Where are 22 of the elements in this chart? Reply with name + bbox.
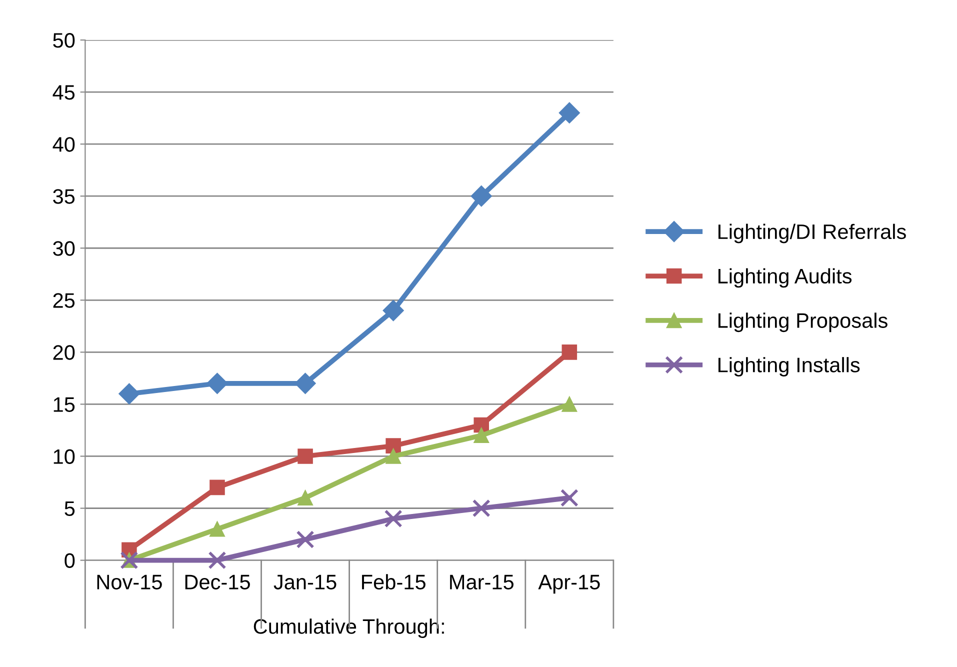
x-tick-label: Dec-15	[185, 574, 250, 590]
y-tick-label: 25	[53, 293, 75, 308]
x-tick-label: Mar-15	[450, 574, 514, 590]
y-tick-label: 50	[53, 33, 75, 48]
x-tick-label: Apr-15	[538, 574, 600, 594]
y-tick-label: 15	[54, 397, 75, 412]
y-tick-label: 5	[64, 501, 75, 516]
y-tick-label: 30	[53, 241, 75, 256]
x-tick-label: Feb-15	[362, 574, 426, 590]
y-tick-label: 0	[64, 553, 75, 568]
x-tick-label: Jan-15	[274, 574, 336, 590]
legend-label: Lighting Installs	[718, 357, 860, 376]
legend-label: Lighting/DI Referrals	[718, 224, 906, 244]
y-tick-label: 20	[53, 345, 75, 360]
x-axis-title: Cumulative Through:	[254, 618, 444, 638]
legend-label: Lighting Audits	[718, 268, 852, 288]
x-tick-label: Nov-15	[97, 574, 162, 590]
y-tick-label: 10	[54, 449, 75, 464]
y-tick-label: 40	[52, 137, 75, 152]
y-tick-label: 35	[53, 189, 75, 204]
legend-label: Lighting Proposals	[718, 312, 888, 332]
y-tick-label: 45	[52, 85, 75, 100]
